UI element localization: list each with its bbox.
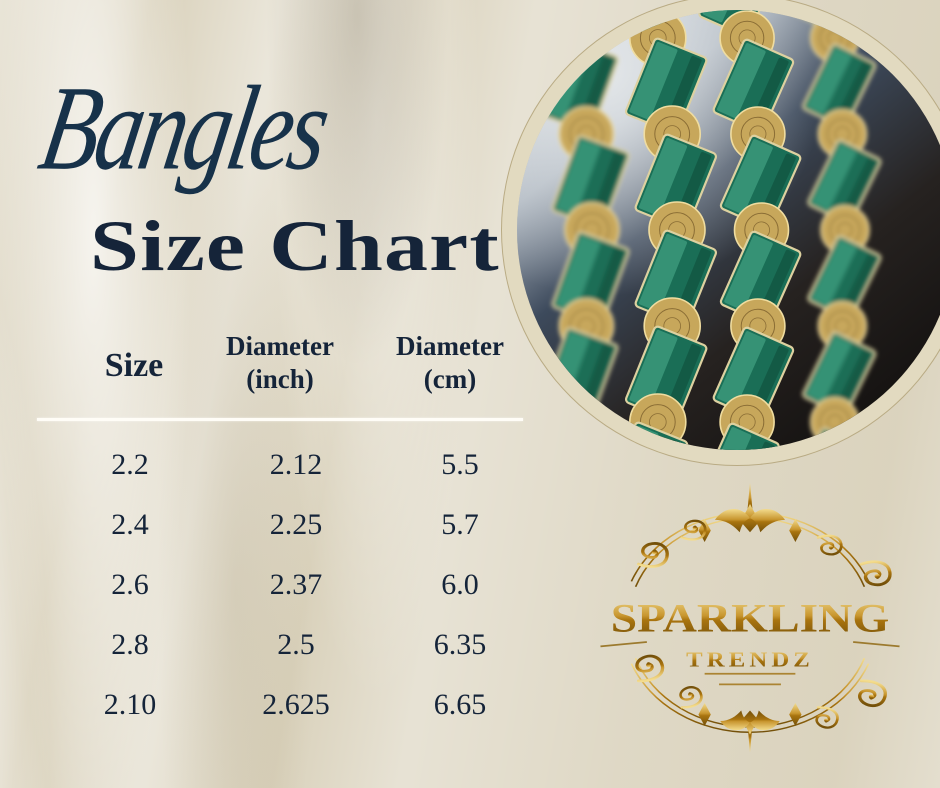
svg-text:SPARKLING: SPARKLING — [611, 595, 889, 640]
svg-text:TRENDZ: TRENDZ — [686, 647, 814, 671]
